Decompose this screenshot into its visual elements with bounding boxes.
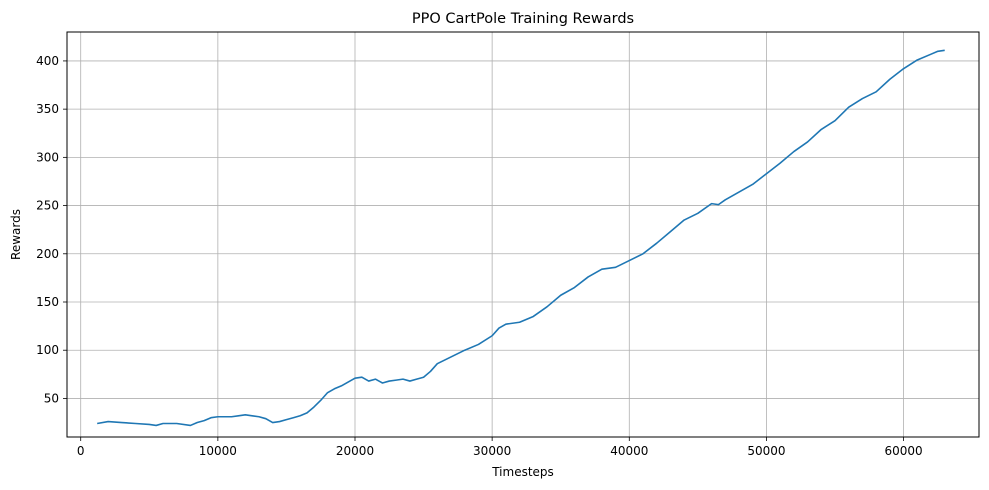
x-tick-label: 20000 — [336, 444, 374, 458]
x-tick-label: 30000 — [473, 444, 511, 458]
y-tick-label: 300 — [36, 150, 59, 164]
y-tick-label: 50 — [44, 391, 59, 405]
x-axis-ticks: 0 10000 20000 30000 40000 50000 60000 — [77, 437, 923, 458]
x-tick-label: 50000 — [747, 444, 785, 458]
y-axis-ticks: 50 100 150 200 250 300 350 400 — [36, 54, 67, 405]
plot-frame — [66, 31, 980, 438]
x-axis-label: Timesteps — [491, 465, 554, 479]
grid — [67, 32, 979, 437]
series-layer — [97, 49, 945, 427]
y-tick-label: 350 — [36, 102, 59, 116]
x-tick-label: 60000 — [884, 444, 922, 458]
y-tick-label: 400 — [36, 54, 59, 68]
y-tick-label: 150 — [36, 295, 59, 309]
x-tick-label: 10000 — [199, 444, 237, 458]
y-tick-label: 100 — [36, 343, 59, 357]
series-line — [97, 49, 945, 427]
x-tick-label: 0 — [77, 444, 85, 458]
x-tick-label: 40000 — [610, 444, 648, 458]
y-tick-label: 250 — [36, 199, 59, 213]
y-axis-label: Rewards — [9, 209, 23, 260]
chart-title: PPO CartPole Training Rewards — [412, 11, 634, 27]
y-tick-label: 200 — [36, 247, 59, 261]
